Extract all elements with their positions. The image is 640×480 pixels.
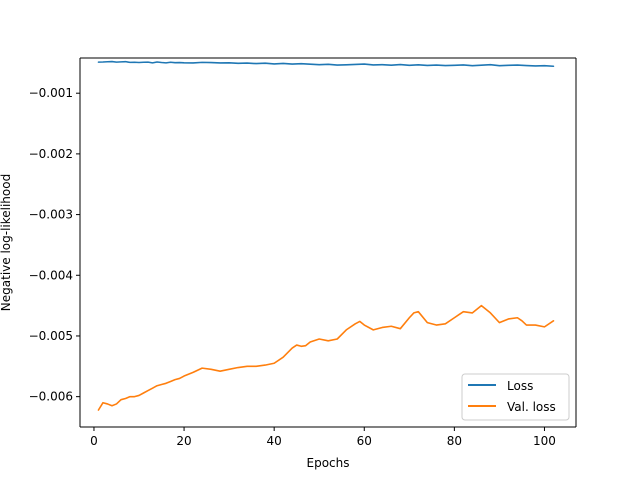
legend-label-val-loss: Val. loss [507, 400, 556, 414]
plot-area [80, 58, 576, 427]
legend: Loss Val. loss [461, 373, 570, 421]
x-tick-label: 20 [176, 434, 191, 448]
y-tick-label: −0.001 [29, 86, 73, 100]
y-axis-ticks: −0.006 −0.005 −0.004 −0.003 −0.002 −0.001 [29, 86, 80, 404]
y-tick-label: −0.004 [29, 268, 73, 282]
x-axis-label: Epochs [307, 456, 350, 470]
x-axis-ticks: 0 20 40 60 80 100 [90, 427, 556, 448]
x-tick-label: 60 [357, 434, 372, 448]
legend-label-loss: Loss [507, 379, 533, 393]
x-tick-label: 100 [533, 434, 556, 448]
x-tick-label: 40 [267, 434, 282, 448]
x-tick-label: 0 [90, 434, 98, 448]
y-tick-label: −0.006 [29, 390, 73, 404]
x-tick-label: 80 [447, 434, 462, 448]
y-tick-label: −0.002 [29, 147, 73, 161]
y-tick-label: −0.005 [29, 329, 73, 343]
series-line-val-loss [97, 304, 555, 411]
y-tick-label: −0.003 [29, 208, 73, 222]
y-axis-label: Negative log-likelihood [0, 174, 13, 311]
series-layer [97, 60, 555, 411]
axes-frame [79, 57, 577, 428]
series-line-loss [97, 60, 555, 68]
